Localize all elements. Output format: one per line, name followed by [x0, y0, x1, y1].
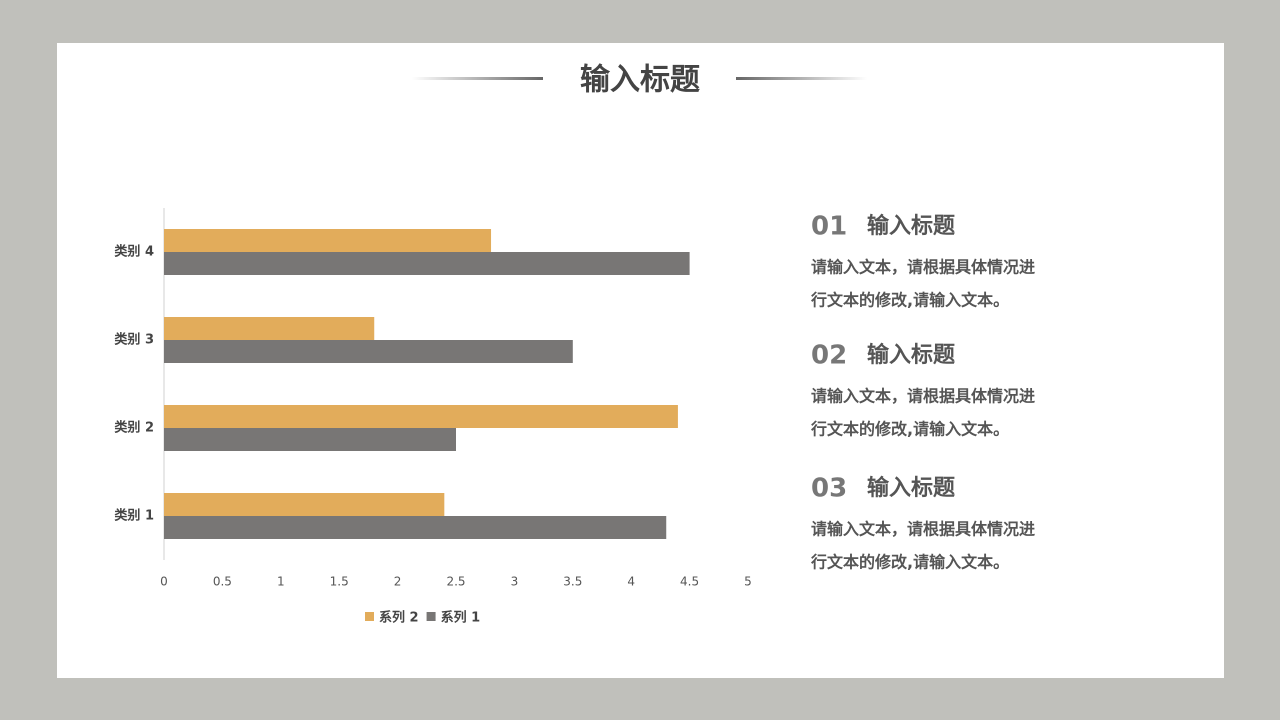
legend-swatch [426, 612, 436, 621]
x-tick-label: 0 [160, 575, 168, 589]
y-tick-label: 类别 4 [114, 244, 154, 260]
x-tick-label: 3 [511, 575, 519, 589]
item-text: 行文本的修改,请输入文本。 [810, 291, 1009, 310]
bar [164, 252, 690, 275]
item-text: 请输入文本，请根据具体情况进 [811, 387, 1035, 406]
bar [164, 317, 375, 340]
x-tick-label: 4.5 [680, 575, 699, 589]
y-tick-label: 类别 3 [114, 332, 154, 348]
x-tick-label: 4 [627, 575, 635, 589]
item-number: 01 [811, 212, 847, 242]
item-heading: 输入标题 [867, 475, 956, 501]
x-tick-label: 3.5 [563, 575, 582, 589]
item-text: 行文本的修改,请输入文本。 [810, 420, 1009, 439]
legend-label: 系列 2 [379, 610, 419, 626]
slide-title: 输入标题 [580, 63, 700, 98]
legend-label: 系列 1 [441, 610, 481, 626]
x-tick-label: 1.5 [330, 575, 349, 589]
y-tick-label: 类别 1 [114, 508, 154, 524]
x-tick-label: 2.5 [446, 575, 465, 589]
x-tick-label: 5 [744, 575, 752, 589]
legend-swatch [365, 612, 374, 621]
bar [164, 428, 456, 451]
bar [164, 340, 573, 363]
bar [164, 229, 492, 252]
item-text: 请输入文本，请根据具体情况进 [811, 258, 1035, 277]
bar [164, 493, 445, 516]
item-heading: 输入标题 [867, 213, 956, 239]
item-number: 02 [811, 341, 847, 371]
y-tick-label: 类别 2 [114, 420, 154, 436]
item-number: 03 [811, 474, 847, 504]
bar [164, 405, 678, 428]
bar [164, 516, 667, 539]
item-heading: 输入标题 [867, 342, 956, 368]
title-rule [412, 77, 543, 80]
item-text: 行文本的修改,请输入文本。 [810, 553, 1009, 572]
x-tick-label: 0.5 [213, 575, 232, 589]
item-text: 请输入文本，请根据具体情况进 [811, 520, 1035, 539]
x-tick-label: 1 [277, 575, 285, 589]
title-rule [736, 77, 867, 80]
x-tick-label: 2 [394, 575, 402, 589]
